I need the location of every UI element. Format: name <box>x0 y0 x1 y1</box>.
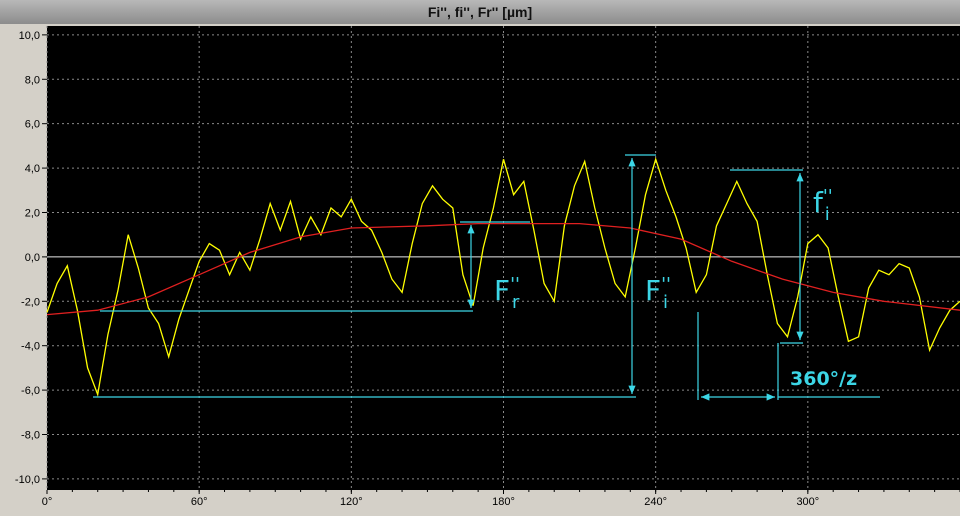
annotations: F'' r F'' i f'' i 360°/z <box>93 154 880 401</box>
y-tick-label: 10,0 <box>19 30 40 42</box>
fr-lines <box>100 221 530 312</box>
y-tick-label: 8,0 <box>25 74 40 86</box>
y-tick-label: -2,0 <box>21 296 40 308</box>
series-line <box>46 156 960 397</box>
y-tick-label: 4,0 <box>25 163 40 175</box>
pitch-label: 360°/z <box>790 368 857 390</box>
title-bar <box>0 0 960 24</box>
y-tick-label: -4,0 <box>21 341 40 353</box>
x-tick-label: 300° <box>796 496 819 508</box>
y-tick-label: 6,0 <box>25 119 40 131</box>
x-tick-label: 180° <box>492 496 515 508</box>
fr-label: F'' r <box>494 274 520 313</box>
fi-tooth-lines <box>730 169 803 344</box>
x-tick-label: 120° <box>340 496 363 508</box>
y-tick-label: 2,0 <box>25 207 40 219</box>
fi-tooth-label: f'' i <box>813 186 833 225</box>
fi-lines <box>93 154 656 398</box>
x-tick-label: 240° <box>644 496 667 508</box>
chart-title: Fi'', fi'', Fr'' [µm] <box>428 4 532 20</box>
y-tick-label: -10,0 <box>15 474 40 486</box>
x-tick-label: 60° <box>191 496 208 508</box>
fi-label: F'' i <box>645 274 671 313</box>
pitch-lines <box>697 312 880 400</box>
y-tick-label: -6,0 <box>21 385 40 397</box>
series-line <box>46 222 960 316</box>
y-tick-label: 0,0 <box>25 252 40 264</box>
y-tick-label: -8,0 <box>21 429 40 441</box>
x-tick-label: 0° <box>42 496 53 508</box>
